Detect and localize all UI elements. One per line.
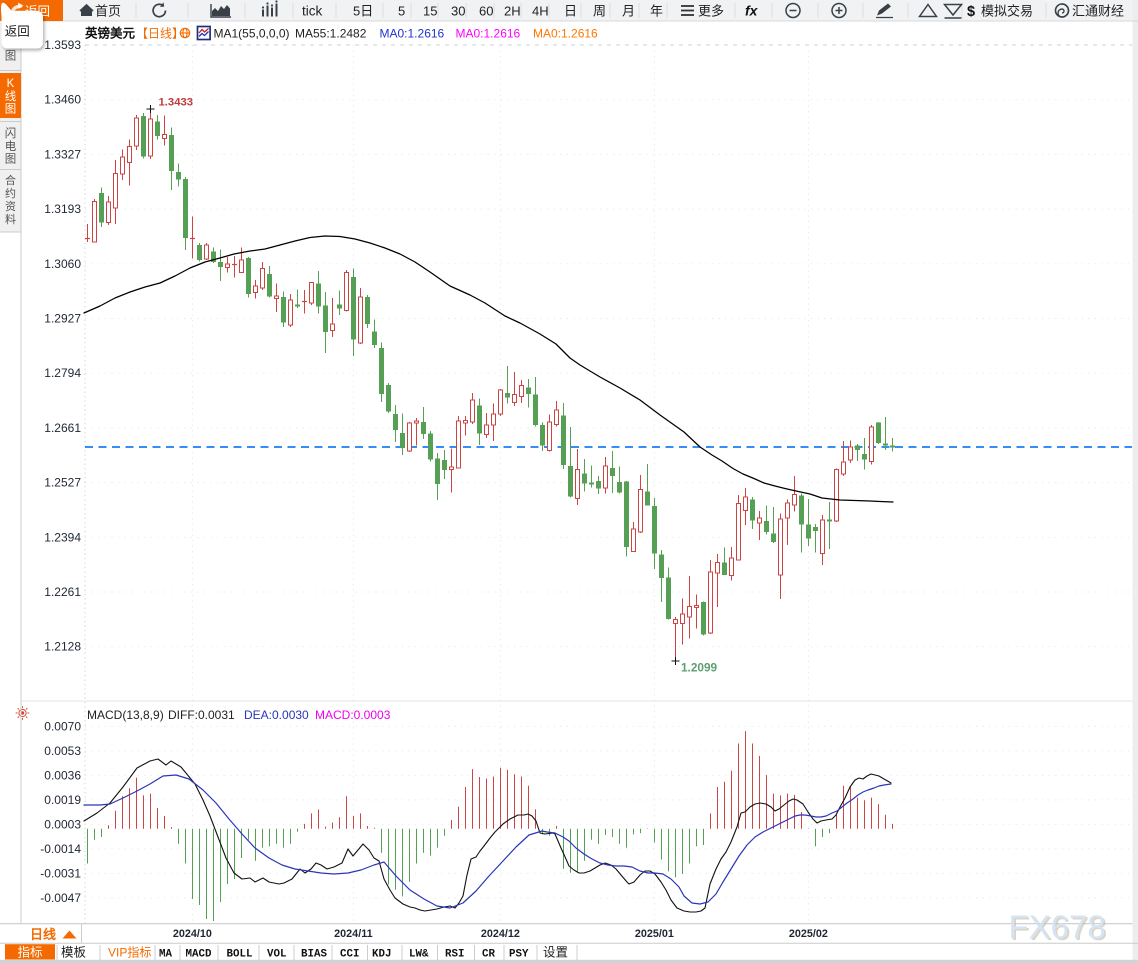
svg-text:图: 图 — [5, 153, 17, 166]
svg-text:0.0003: 0.0003 — [44, 817, 81, 831]
svg-text:MACD(13,8,9): MACD(13,8,9) — [87, 708, 164, 722]
svg-text:图: 图 — [5, 103, 17, 116]
svg-text:MA0:1.2616: MA0:1.2616 — [380, 27, 445, 41]
svg-text:-0.0047: -0.0047 — [40, 891, 81, 905]
svg-text:图: 图 — [5, 50, 17, 63]
svg-text:电: 电 — [5, 140, 17, 153]
svg-text:【日线】: 【日线】 — [136, 27, 184, 41]
svg-text:1.2261: 1.2261 — [44, 585, 81, 599]
svg-text:约: 约 — [5, 187, 16, 200]
svg-text:5日: 5日 — [353, 4, 373, 19]
svg-text:月: 月 — [622, 4, 635, 19]
svg-text:0.0019: 0.0019 — [44, 793, 81, 807]
svg-text:MA0:1.2616: MA0:1.2616 — [533, 27, 598, 41]
svg-text:汇通财经: 汇通财经 — [1072, 4, 1124, 19]
svg-text:VIP指标: VIP指标 — [108, 945, 151, 960]
svg-text:1.2394: 1.2394 — [44, 530, 81, 544]
svg-text:60: 60 — [479, 4, 493, 19]
svg-text:FX678: FX678 — [1009, 909, 1106, 946]
svg-text:1.2527: 1.2527 — [44, 476, 81, 490]
svg-text:K: K — [7, 78, 15, 90]
svg-text:CR: CR — [482, 949, 495, 961]
svg-text:0.0036: 0.0036 — [44, 768, 81, 782]
svg-text:15: 15 — [423, 4, 437, 19]
svg-text:0.0053: 0.0053 — [44, 744, 81, 758]
svg-text:周: 周 — [593, 4, 606, 19]
svg-text:1.2794: 1.2794 — [44, 366, 81, 380]
svg-text:2024/12: 2024/12 — [481, 928, 520, 940]
svg-text:英镑美元: 英镑美元 — [85, 26, 136, 41]
svg-text:CCI: CCI — [340, 949, 359, 961]
svg-text:BOLL: BOLL — [227, 949, 253, 961]
svg-text:5: 5 — [398, 4, 405, 19]
svg-text:闪: 闪 — [5, 126, 17, 140]
svg-text:日: 日 — [564, 4, 577, 19]
svg-text:1.2927: 1.2927 — [44, 312, 81, 326]
svg-text:DIFF:0.0031: DIFF:0.0031 — [168, 708, 235, 722]
svg-text:1.3193: 1.3193 — [44, 202, 81, 216]
svg-text:2025/02: 2025/02 — [789, 928, 828, 940]
svg-text:MA0:1.2616: MA0:1.2616 — [456, 27, 521, 41]
svg-text:设置: 设置 — [543, 945, 568, 960]
svg-text:DEA:0.0030: DEA:0.0030 — [244, 708, 309, 722]
svg-text:首页: 首页 — [95, 4, 121, 19]
svg-text:30: 30 — [451, 4, 465, 19]
svg-text:模板: 模板 — [61, 946, 87, 960]
svg-text:PSY: PSY — [509, 949, 529, 961]
svg-text:2024/11: 2024/11 — [334, 928, 372, 940]
svg-text:日线: 日线 — [30, 927, 56, 942]
svg-text:1.2099: 1.2099 — [681, 661, 718, 675]
svg-text:1.2128: 1.2128 — [44, 640, 81, 654]
svg-text:返回: 返回 — [5, 25, 30, 39]
svg-text:2024/10: 2024/10 — [173, 928, 212, 940]
svg-text:KDJ: KDJ — [372, 949, 391, 961]
svg-text:线: 线 — [5, 89, 17, 103]
svg-text:VOL: VOL — [267, 949, 286, 961]
svg-text:1.3060: 1.3060 — [44, 257, 81, 271]
svg-text:MACD:0.0003: MACD:0.0003 — [315, 708, 391, 722]
svg-text:更多: 更多 — [698, 4, 724, 19]
svg-text:fx: fx — [745, 3, 759, 19]
svg-text:0.0070: 0.0070 — [44, 719, 81, 733]
svg-text:指标: 指标 — [17, 945, 42, 960]
svg-text:RSI: RSI — [445, 949, 464, 961]
svg-text:FX678: FX678 — [1010, 910, 1107, 947]
svg-text:MA55:1.2482: MA55:1.2482 — [295, 27, 367, 41]
svg-text:1.3433: 1.3433 — [159, 97, 194, 109]
svg-text:资: 资 — [5, 200, 16, 213]
svg-text:-0.0031: -0.0031 — [40, 866, 81, 880]
svg-text:合: 合 — [5, 173, 16, 187]
svg-text:LW&: LW& — [409, 949, 429, 961]
svg-text:年: 年 — [650, 4, 663, 19]
svg-text:$: $ — [967, 4, 975, 20]
svg-text:MACD: MACD — [186, 949, 212, 961]
svg-text:BIAS: BIAS — [301, 949, 327, 961]
svg-text:1.3327: 1.3327 — [44, 147, 81, 161]
svg-text:-0.0014: -0.0014 — [40, 842, 81, 856]
svg-text:1.2661: 1.2661 — [44, 421, 81, 435]
svg-text:1.3593: 1.3593 — [44, 38, 81, 52]
svg-text:2H: 2H — [504, 4, 521, 19]
svg-text:2025/01: 2025/01 — [635, 928, 674, 940]
svg-text:tick: tick — [302, 4, 323, 19]
svg-text:MA1(55,0,0,0): MA1(55,0,0,0) — [214, 27, 290, 41]
svg-text:MA: MA — [159, 949, 172, 961]
svg-text:1.3460: 1.3460 — [44, 93, 81, 107]
svg-text:4H: 4H — [532, 4, 549, 19]
svg-text:模拟交易: 模拟交易 — [981, 4, 1033, 19]
svg-text:料: 料 — [5, 212, 16, 226]
